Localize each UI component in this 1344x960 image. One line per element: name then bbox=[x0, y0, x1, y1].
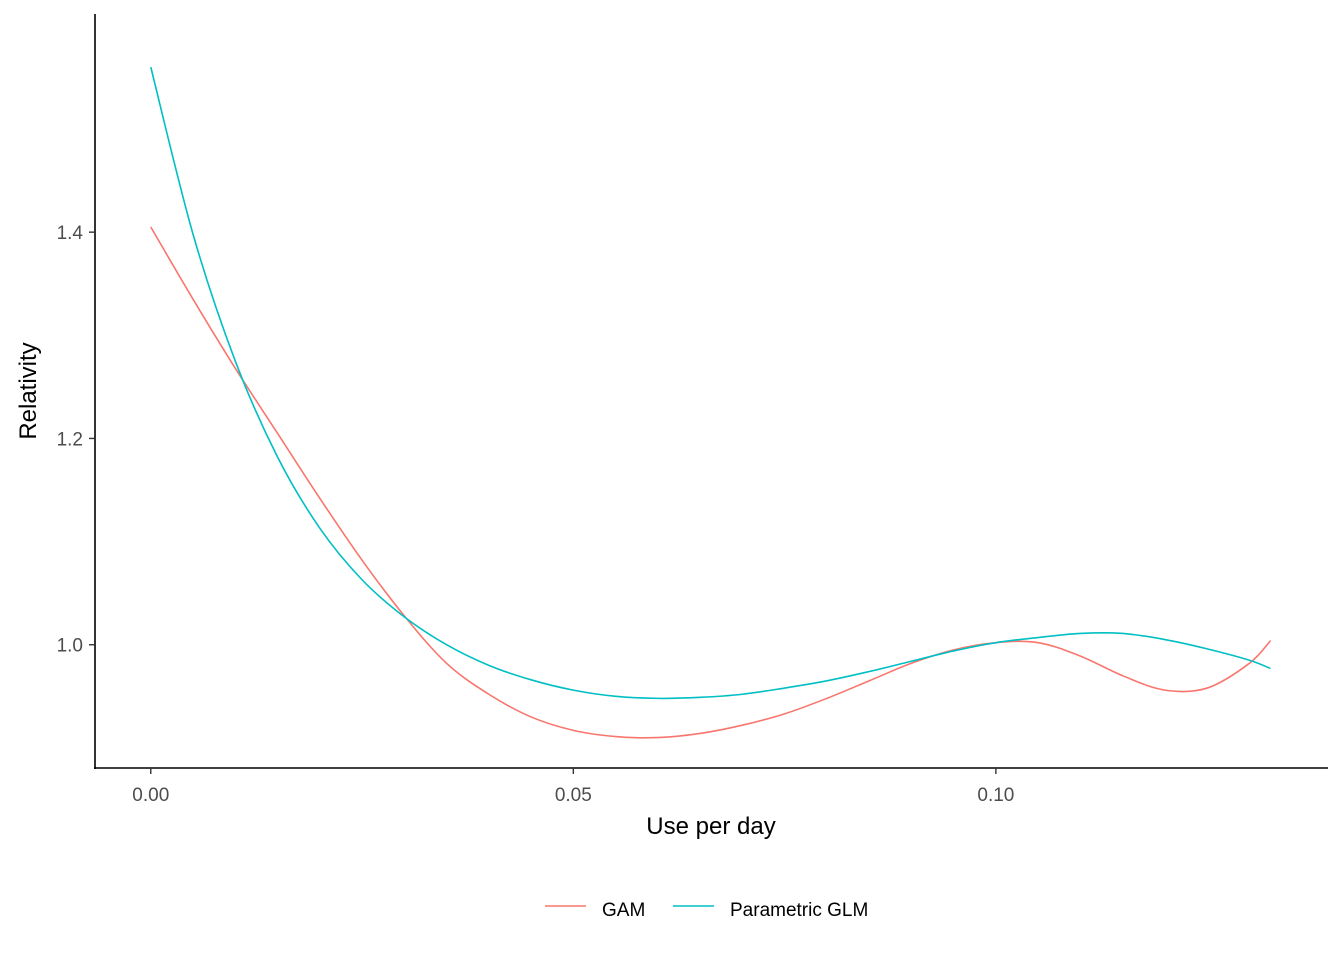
y-ticks: 1.0 1.2 1.4 bbox=[57, 223, 95, 657]
legend-label-parametric-glm: Parametric GLM bbox=[730, 900, 868, 921]
y-axis-title: Relativity bbox=[15, 342, 42, 439]
plot-lines bbox=[150, 66, 1272, 739]
x-ticks: 0.00 0.05 0.10 bbox=[132, 768, 1014, 806]
x-axis-title: Use per day bbox=[646, 813, 775, 840]
x-tick-label: 0.00 bbox=[132, 785, 169, 806]
series-line-parametric-glm bbox=[150, 66, 1271, 700]
legend-label-gam: GAM bbox=[602, 900, 645, 921]
legend: GAM Parametric GLM bbox=[545, 900, 868, 921]
series-line-gam bbox=[150, 226, 1272, 739]
x-tick-label: 0.10 bbox=[977, 785, 1014, 806]
y-tick-label: 1.4 bbox=[57, 223, 84, 244]
y-tick-label: 1.2 bbox=[57, 429, 83, 450]
x-tick-label: 0.05 bbox=[555, 785, 592, 806]
y-tick-label: 1.0 bbox=[57, 636, 83, 657]
